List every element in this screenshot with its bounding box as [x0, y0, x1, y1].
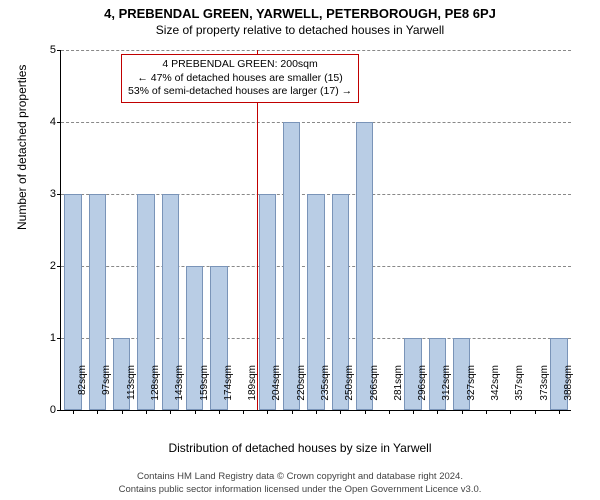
x-tick-mark — [267, 410, 268, 414]
x-tick-label: 281sqm — [393, 365, 404, 415]
x-tick-label: 388sqm — [563, 365, 574, 415]
x-tick-label: 97sqm — [101, 365, 112, 415]
x-tick-mark — [535, 410, 536, 414]
x-tick-mark — [486, 410, 487, 414]
x-tick-label: 235sqm — [320, 365, 331, 415]
x-axis-label: Distribution of detached houses by size … — [0, 441, 600, 455]
footer-line-2: Contains public sector information licen… — [0, 484, 600, 496]
x-tick-label: 342sqm — [490, 365, 501, 415]
annotation-line: 4 PREBENDAL GREEN: 200sqm — [128, 58, 352, 72]
footer-attribution: Contains HM Land Registry data © Crown c… — [0, 471, 600, 496]
y-tick-mark — [57, 410, 61, 411]
chart-area: 01234582sqm97sqm113sqm128sqm143sqm159sqm… — [60, 50, 570, 410]
x-tick-label: 128sqm — [150, 365, 161, 415]
y-tick-label: 5 — [41, 44, 56, 56]
x-tick-label: 373sqm — [539, 365, 550, 415]
chart-subtitle: Size of property relative to detached ho… — [0, 21, 600, 37]
x-tick-mark — [389, 410, 390, 414]
y-tick-mark — [57, 122, 61, 123]
x-tick-mark — [219, 410, 220, 414]
x-tick-label: 296sqm — [417, 365, 428, 415]
x-tick-label: 143sqm — [174, 365, 185, 415]
x-tick-mark — [340, 410, 341, 414]
plot-region: 01234582sqm97sqm113sqm128sqm143sqm159sqm… — [60, 50, 571, 411]
y-tick-mark — [57, 50, 61, 51]
x-tick-mark — [170, 410, 171, 414]
y-tick-mark — [57, 266, 61, 267]
x-tick-mark — [122, 410, 123, 414]
y-tick-label: 4 — [41, 116, 56, 128]
annotation-box: 4 PREBENDAL GREEN: 200sqm← 47% of detach… — [121, 54, 359, 103]
x-tick-mark — [413, 410, 414, 414]
reference-line — [257, 50, 258, 410]
x-tick-mark — [243, 410, 244, 414]
y-tick-label: 3 — [41, 188, 56, 200]
x-tick-label: 327sqm — [466, 365, 477, 415]
x-tick-mark — [510, 410, 511, 414]
x-tick-mark — [559, 410, 560, 414]
x-tick-label: 250sqm — [344, 365, 355, 415]
x-tick-mark — [97, 410, 98, 414]
annotation-line: ← 47% of detached houses are smaller (15… — [128, 72, 352, 86]
x-tick-label: 312sqm — [441, 365, 452, 415]
y-tick-mark — [57, 194, 61, 195]
x-tick-mark — [462, 410, 463, 414]
y-tick-label: 0 — [41, 404, 56, 416]
x-tick-label: 113sqm — [126, 365, 137, 415]
x-tick-mark — [365, 410, 366, 414]
x-tick-label: 204sqm — [271, 365, 282, 415]
x-tick-label: 220sqm — [296, 365, 307, 415]
x-tick-label: 266sqm — [369, 365, 380, 415]
x-tick-mark — [316, 410, 317, 414]
x-tick-mark — [292, 410, 293, 414]
y-tick-label: 2 — [41, 260, 56, 272]
x-tick-mark — [195, 410, 196, 414]
gridline — [61, 50, 571, 51]
gridline — [61, 122, 571, 123]
chart-title: 4, PREBENDAL GREEN, YARWELL, PETERBOROUG… — [0, 0, 600, 21]
x-tick-label: 174sqm — [223, 365, 234, 415]
annotation-line: 53% of semi-detached houses are larger (… — [128, 85, 352, 99]
y-axis-label: Number of detached properties — [15, 65, 29, 230]
x-tick-mark — [146, 410, 147, 414]
y-tick-label: 1 — [41, 332, 56, 344]
x-tick-mark — [437, 410, 438, 414]
x-tick-mark — [73, 410, 74, 414]
x-tick-label: 82sqm — [77, 365, 88, 415]
footer-line-1: Contains HM Land Registry data © Crown c… — [0, 471, 600, 483]
x-tick-label: 357sqm — [514, 365, 525, 415]
y-tick-mark — [57, 338, 61, 339]
x-tick-label: 159sqm — [199, 365, 210, 415]
